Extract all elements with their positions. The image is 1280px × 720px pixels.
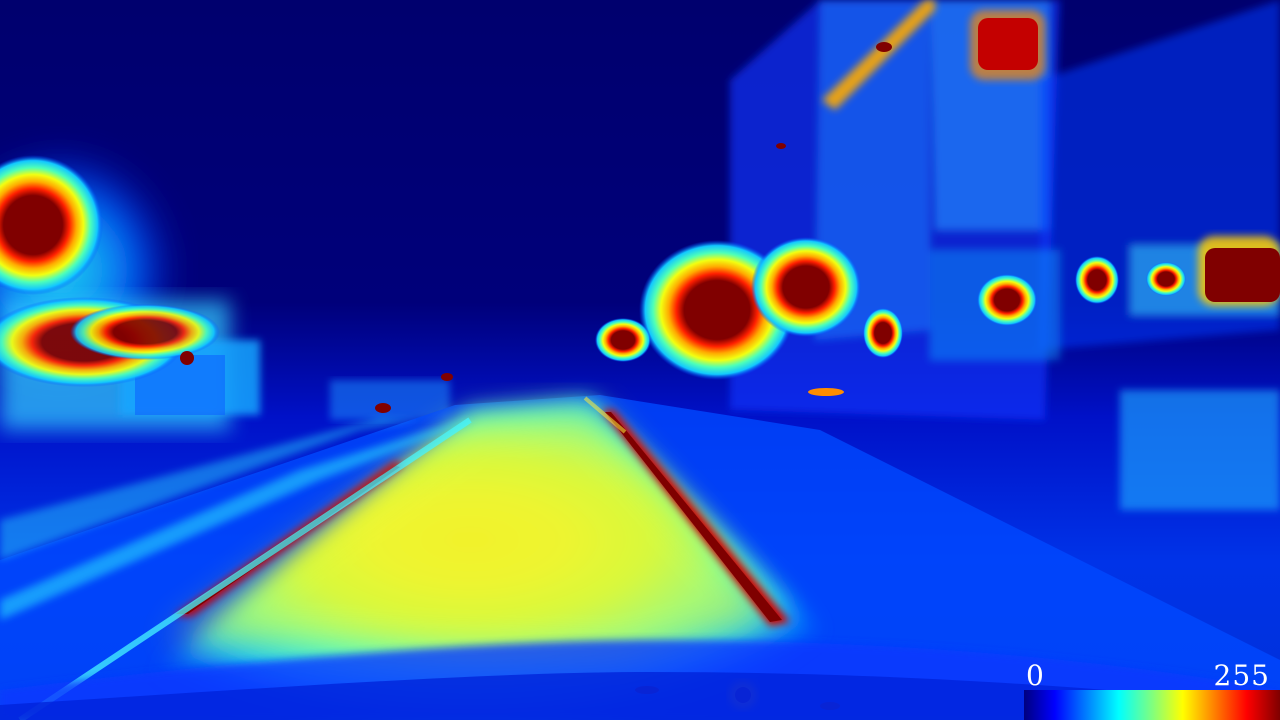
lane-markings: [18, 396, 790, 720]
colorbar-min-label: 0: [1026, 659, 1045, 692]
street-lights: [0, 0, 1280, 387]
colorbar-gradient: [1024, 690, 1280, 720]
vehicle-hood: [0, 640, 1280, 720]
colorbar-legend: 0 255: [1024, 658, 1280, 720]
road: [0, 395, 1280, 720]
colorbar-max-label: 255: [1213, 659, 1270, 692]
